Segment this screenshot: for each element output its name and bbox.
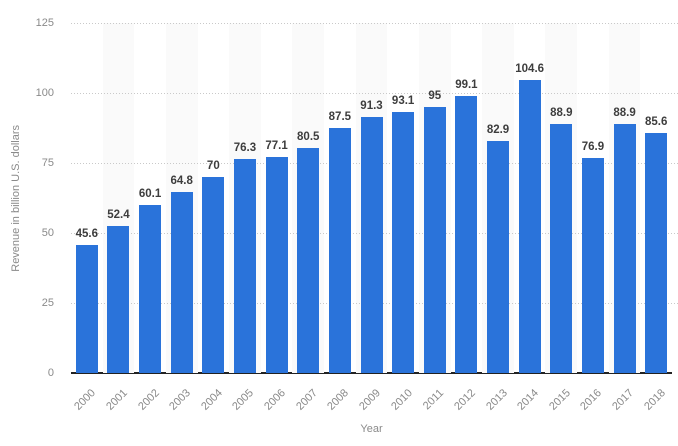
bar-value-label: 52.4 xyxy=(107,209,130,222)
x-tick-label: 2008 xyxy=(325,387,352,413)
x-axis-title: Year xyxy=(360,423,383,435)
y-tick-label: 100 xyxy=(35,87,54,99)
bar-2010[interactable] xyxy=(392,112,415,373)
bar-2011[interactable] xyxy=(423,107,446,373)
bar-2015[interactable] xyxy=(550,124,573,373)
x-tick-label: 2010 xyxy=(388,387,415,413)
y-tick-label: 50 xyxy=(41,227,54,239)
bar-value-label: 93.1 xyxy=(391,95,415,108)
y-tick-label: 75 xyxy=(41,157,54,169)
bar-2002[interactable] xyxy=(139,204,162,373)
bar-2009[interactable] xyxy=(360,117,383,373)
bar-2016[interactable] xyxy=(581,157,604,373)
bar-2005[interactable] xyxy=(233,159,256,373)
x-tick-label: 2006 xyxy=(262,387,289,413)
x-tick-label: 2001 xyxy=(104,387,130,413)
x-tick-label: 2007 xyxy=(293,387,320,413)
x-tick-label: 2017 xyxy=(610,387,637,413)
y-tick-label: 25 xyxy=(41,297,54,309)
bar-2012[interactable] xyxy=(455,95,478,373)
bar-value-label: 70 xyxy=(206,160,220,172)
bar-2008[interactable] xyxy=(328,128,351,373)
bar-value-label: 87.5 xyxy=(328,111,352,123)
x-tick-label: 2016 xyxy=(578,387,605,413)
bar-value-label: 76.9 xyxy=(581,140,605,153)
bar-value-label: 76.3 xyxy=(233,142,257,155)
x-tick-label: 2009 xyxy=(357,387,383,413)
bar-value-label: 99.1 xyxy=(455,78,478,91)
y-tick-label: 0 xyxy=(47,367,54,379)
bar-2003[interactable] xyxy=(170,191,193,373)
y-tick-label: 125 xyxy=(35,17,54,29)
bar-value-label: 77.1 xyxy=(265,140,288,153)
x-tick-label: 2013 xyxy=(483,387,510,413)
x-tick-label: 2015 xyxy=(546,387,573,413)
bar-2014[interactable] xyxy=(518,80,541,373)
x-tick-label: 2014 xyxy=(515,387,542,413)
x-tick-label: 2012 xyxy=(452,387,478,413)
x-tick-label: 2003 xyxy=(167,387,194,413)
bar-value-label: 80.5 xyxy=(297,130,320,143)
gridline xyxy=(71,22,678,24)
x-tick-label: 2004 xyxy=(199,387,225,413)
bar-2006[interactable] xyxy=(265,157,288,373)
x-tick-label: 2002 xyxy=(135,387,162,413)
bar-2013[interactable] xyxy=(487,140,510,373)
x-tick-label: 2005 xyxy=(230,387,257,413)
x-tick-label: 2011 xyxy=(421,387,447,413)
bar-value-label: 95 xyxy=(428,90,442,102)
gridline xyxy=(71,92,678,94)
bar-2007[interactable] xyxy=(297,147,320,373)
y-axis-title: Revenue in billion U.S. dollars xyxy=(6,23,26,373)
bar-value-label: 85.6 xyxy=(644,116,668,129)
bar-value-label: 45.6 xyxy=(75,228,98,241)
y-axis-title-text: Revenue in billion U.S. dollars xyxy=(10,124,22,272)
bar-2000[interactable] xyxy=(75,245,98,373)
x-tick-label: 2000 xyxy=(72,387,99,413)
bar-2017[interactable] xyxy=(613,124,636,373)
bar-value-label: 88.9 xyxy=(550,107,573,120)
bar-value-label: 88.9 xyxy=(613,107,636,120)
bar-value-label: 82.9 xyxy=(486,123,510,136)
x-tick-label: 2018 xyxy=(641,387,668,413)
x-axis-line xyxy=(71,372,672,374)
bar-value-label: 64.8 xyxy=(170,174,193,187)
bar-value-label: 60.1 xyxy=(138,187,162,200)
bar-value-label: 91.3 xyxy=(360,100,383,113)
bar-2018[interactable] xyxy=(645,133,668,373)
bar-2004[interactable] xyxy=(202,177,225,373)
bar-value-label: 104.6 xyxy=(515,63,545,76)
bar-2001[interactable] xyxy=(107,226,130,373)
